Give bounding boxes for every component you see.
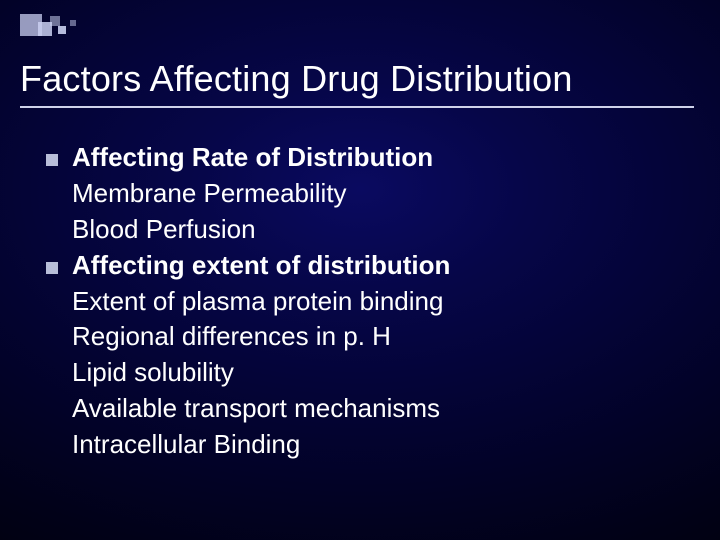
- list-item: Available transport mechanisms: [72, 391, 440, 427]
- list-item: Extent of plasma protein binding: [72, 284, 443, 320]
- list-item: Lipid solubility: [72, 355, 234, 391]
- list-item: Blood Perfusion: [72, 212, 256, 248]
- section-heading: Affecting extent of distribution: [72, 248, 450, 284]
- bullet-icon: [46, 262, 58, 274]
- slide-title: Factors Affecting Drug Distribution: [20, 58, 573, 100]
- bullet-icon: [46, 154, 58, 166]
- slide-body: Affecting Rate of Distribution Membrane …: [46, 140, 690, 463]
- list-item: Membrane Permeability: [72, 176, 347, 212]
- section-heading: Affecting Rate of Distribution: [72, 140, 433, 176]
- corner-squares-decoration: [20, 14, 100, 40]
- list-item: Intracellular Binding: [72, 427, 300, 463]
- list-item: Regional differences in p. H: [72, 319, 391, 355]
- title-underline: [20, 106, 694, 108]
